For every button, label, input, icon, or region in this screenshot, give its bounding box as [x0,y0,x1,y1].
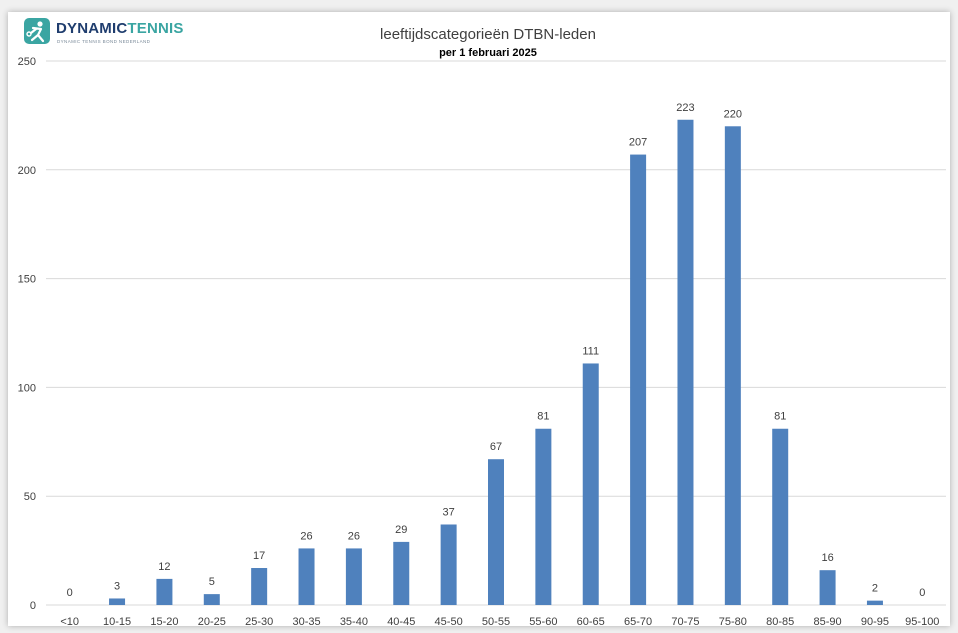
y-tick-label: 100 [18,382,36,394]
bar [866,600,883,605]
y-tick-label: 150 [18,274,36,286]
bar [203,594,220,605]
x-tick-label: 70-75 [671,616,699,626]
data-label: 220 [724,108,742,120]
logo-word-tennis: TENNIS [127,20,184,37]
data-label: 17 [253,550,265,562]
x-tick-label: 25-30 [245,616,273,626]
data-label: 67 [490,441,502,453]
x-tick-label: 90-95 [861,616,889,626]
bar [819,570,836,605]
bar [772,428,789,605]
bar [345,548,362,605]
chart-frame: DYNAMICTENNIS DYNAMIC TENNIS BOND NEDERL… [8,12,950,626]
x-tick-label: 35-40 [340,616,368,626]
bar [630,154,647,605]
data-label: 26 [300,530,312,542]
data-label: 0 [67,587,73,599]
bar [156,578,173,605]
data-label: 12 [158,561,170,573]
bar [251,568,268,605]
x-tick-label: 80-85 [766,616,794,626]
y-tick-label: 200 [18,165,36,177]
data-label: 26 [348,530,360,542]
bars [109,119,883,605]
bar [109,598,126,605]
bar [488,459,504,605]
bar [677,119,694,605]
data-label: 37 [443,506,455,518]
logo-word-dynamic: DYNAMIC [56,20,128,37]
bar [393,541,410,605]
y-tick-label: 50 [24,491,36,503]
data-label: 223 [676,102,694,114]
data-label: 0 [919,587,925,599]
y-tick-label: 250 [18,56,36,68]
x-tick-label: 50-55 [482,616,510,626]
x-tick-label: 55-60 [529,616,557,626]
x-tick-label: 95-100 [905,616,939,626]
data-label: 111 [582,345,599,357]
x-tick-label: 20-25 [198,616,226,626]
data-labels: 0 3 12 5 17 26 26 29 37 67 81 111 207 223 220 81 16 2 0 [67,102,926,599]
x-tick-label: 10-15 [103,616,131,626]
x-tick-label: 30-35 [292,616,320,626]
x-tick-label: 75-80 [719,616,747,626]
y-axis: 0 50 100 150 200 250 [18,56,36,612]
data-label: 81 [537,411,549,423]
logo-wordmark: DYNAMICTENNIS [56,21,184,37]
chart-subtitle: per 1 februari 2025 [439,47,537,59]
x-axis: <10 10-15 15-20 20-25 25-30 30-35 35-40 40-45 45… [60,616,939,626]
x-tick-label: 45-50 [435,616,463,626]
bar [582,363,599,605]
bar [535,428,552,605]
x-tick-label: 40-45 [387,616,415,626]
x-tick-label: 60-65 [577,616,605,626]
data-label: 81 [774,411,786,423]
bar [298,548,315,605]
data-label: 16 [821,552,833,564]
x-tick-label: <10 [60,616,79,626]
logo-tagline: DYNAMIC TENNIS BOND NEDERLAND [57,39,151,44]
data-label: 2 [872,583,878,595]
bar [724,126,741,605]
x-tick-label: 85-90 [814,616,842,626]
chart-title: leeftijdscategorieën DTBN-leden [380,26,596,43]
data-label: 5 [209,576,215,588]
y-tick-label: 0 [30,600,36,612]
data-label: 29 [395,524,407,536]
data-label: 3 [114,580,120,592]
bar [440,524,457,605]
tennis-player-icon [24,18,50,44]
x-tick-label: 15-20 [150,616,178,626]
data-label: 207 [629,137,647,149]
x-tick-label: 65-70 [624,616,652,626]
